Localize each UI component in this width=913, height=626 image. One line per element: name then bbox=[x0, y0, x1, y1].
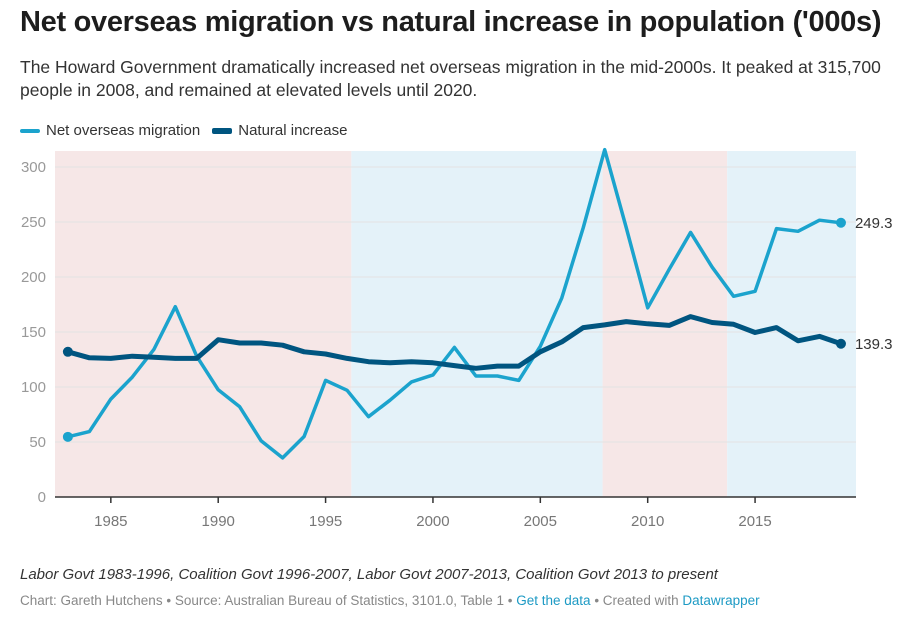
y-tick-label: 200 bbox=[21, 269, 46, 286]
separator: • bbox=[504, 593, 517, 608]
chart-title: Net overseas migration vs natural increa… bbox=[20, 6, 882, 38]
shaded-period-3 bbox=[727, 151, 856, 497]
x-tick-label: 1995 bbox=[309, 513, 342, 530]
series-line-natural-increase bbox=[65, 314, 844, 371]
y-tick-label: 150 bbox=[21, 324, 46, 341]
data-point-natural-increase-1983 bbox=[62, 346, 73, 357]
chart-footer: Chart: Gareth Hutchens • Source: Austral… bbox=[20, 593, 760, 608]
chart-notes: Labor Govt 1983-1996, Coalition Govt 199… bbox=[20, 566, 718, 583]
end-labels: 249.3 139.3 bbox=[855, 215, 893, 353]
x-tick-label: 2015 bbox=[738, 513, 771, 530]
data-point-net-overseas-migration-1983 bbox=[62, 431, 73, 442]
x-tick-label: 1990 bbox=[202, 513, 235, 530]
legend: Net overseas migration Natural increase bbox=[20, 122, 359, 139]
x-axis: 1985 1990 1995 2000 2005 2010 2015 bbox=[55, 496, 856, 530]
series-lines bbox=[62, 147, 846, 460]
x-tick-label: 2010 bbox=[631, 513, 664, 530]
end-label-net-overseas-migration: 249.3 bbox=[855, 215, 893, 232]
datawrapper-link[interactable]: Datawrapper bbox=[682, 593, 760, 608]
chart-source: Source: Australian Bureau of Statistics,… bbox=[174, 593, 505, 608]
legend-label: Net overseas migration bbox=[46, 122, 201, 139]
y-tick-label: 100 bbox=[21, 379, 46, 396]
y-tick-label: 50 bbox=[29, 434, 46, 451]
chart-author: Chart: Gareth Hutchens bbox=[20, 593, 163, 608]
shaded-period-1 bbox=[351, 151, 603, 497]
x-tick-label: 2005 bbox=[524, 513, 557, 530]
legend-item-net-overseas-migration: Net overseas migration bbox=[20, 122, 200, 139]
y-tick-label: 300 bbox=[21, 159, 46, 176]
data-point-natural-increase-2019 bbox=[835, 338, 846, 349]
gridlines bbox=[55, 166, 856, 443]
line-chart: 0 50 100 150 200 250 300 1985 1990 1995 2000 2005 2… bbox=[21, 147, 893, 530]
legend-swatch-net-overseas-migration bbox=[20, 128, 40, 133]
legend-label: Natural increase bbox=[238, 122, 348, 139]
separator: • bbox=[162, 593, 175, 608]
legend-swatch-natural-increase bbox=[212, 127, 233, 134]
y-tick-label: 250 bbox=[21, 214, 46, 231]
x-tick-label: 1985 bbox=[94, 513, 127, 530]
end-label-natural-increase: 139.3 bbox=[855, 336, 893, 353]
chart-subtitle: The Howard Government dramatically incre… bbox=[20, 57, 881, 100]
get-the-data-link[interactable]: Get the data bbox=[516, 593, 591, 608]
data-point-net-overseas-migration-2019 bbox=[835, 217, 846, 228]
separator: • bbox=[590, 593, 603, 608]
shaded-period-0 bbox=[55, 151, 352, 497]
legend-item-natural-increase: Natural increase bbox=[212, 122, 347, 139]
x-tick-label: 2000 bbox=[416, 513, 449, 530]
created-with-text: Created with bbox=[602, 593, 683, 608]
y-axis: 0 50 100 150 200 250 300 bbox=[21, 159, 46, 506]
y-tick-label: 0 bbox=[38, 489, 46, 506]
shaded-periods bbox=[55, 151, 856, 497]
